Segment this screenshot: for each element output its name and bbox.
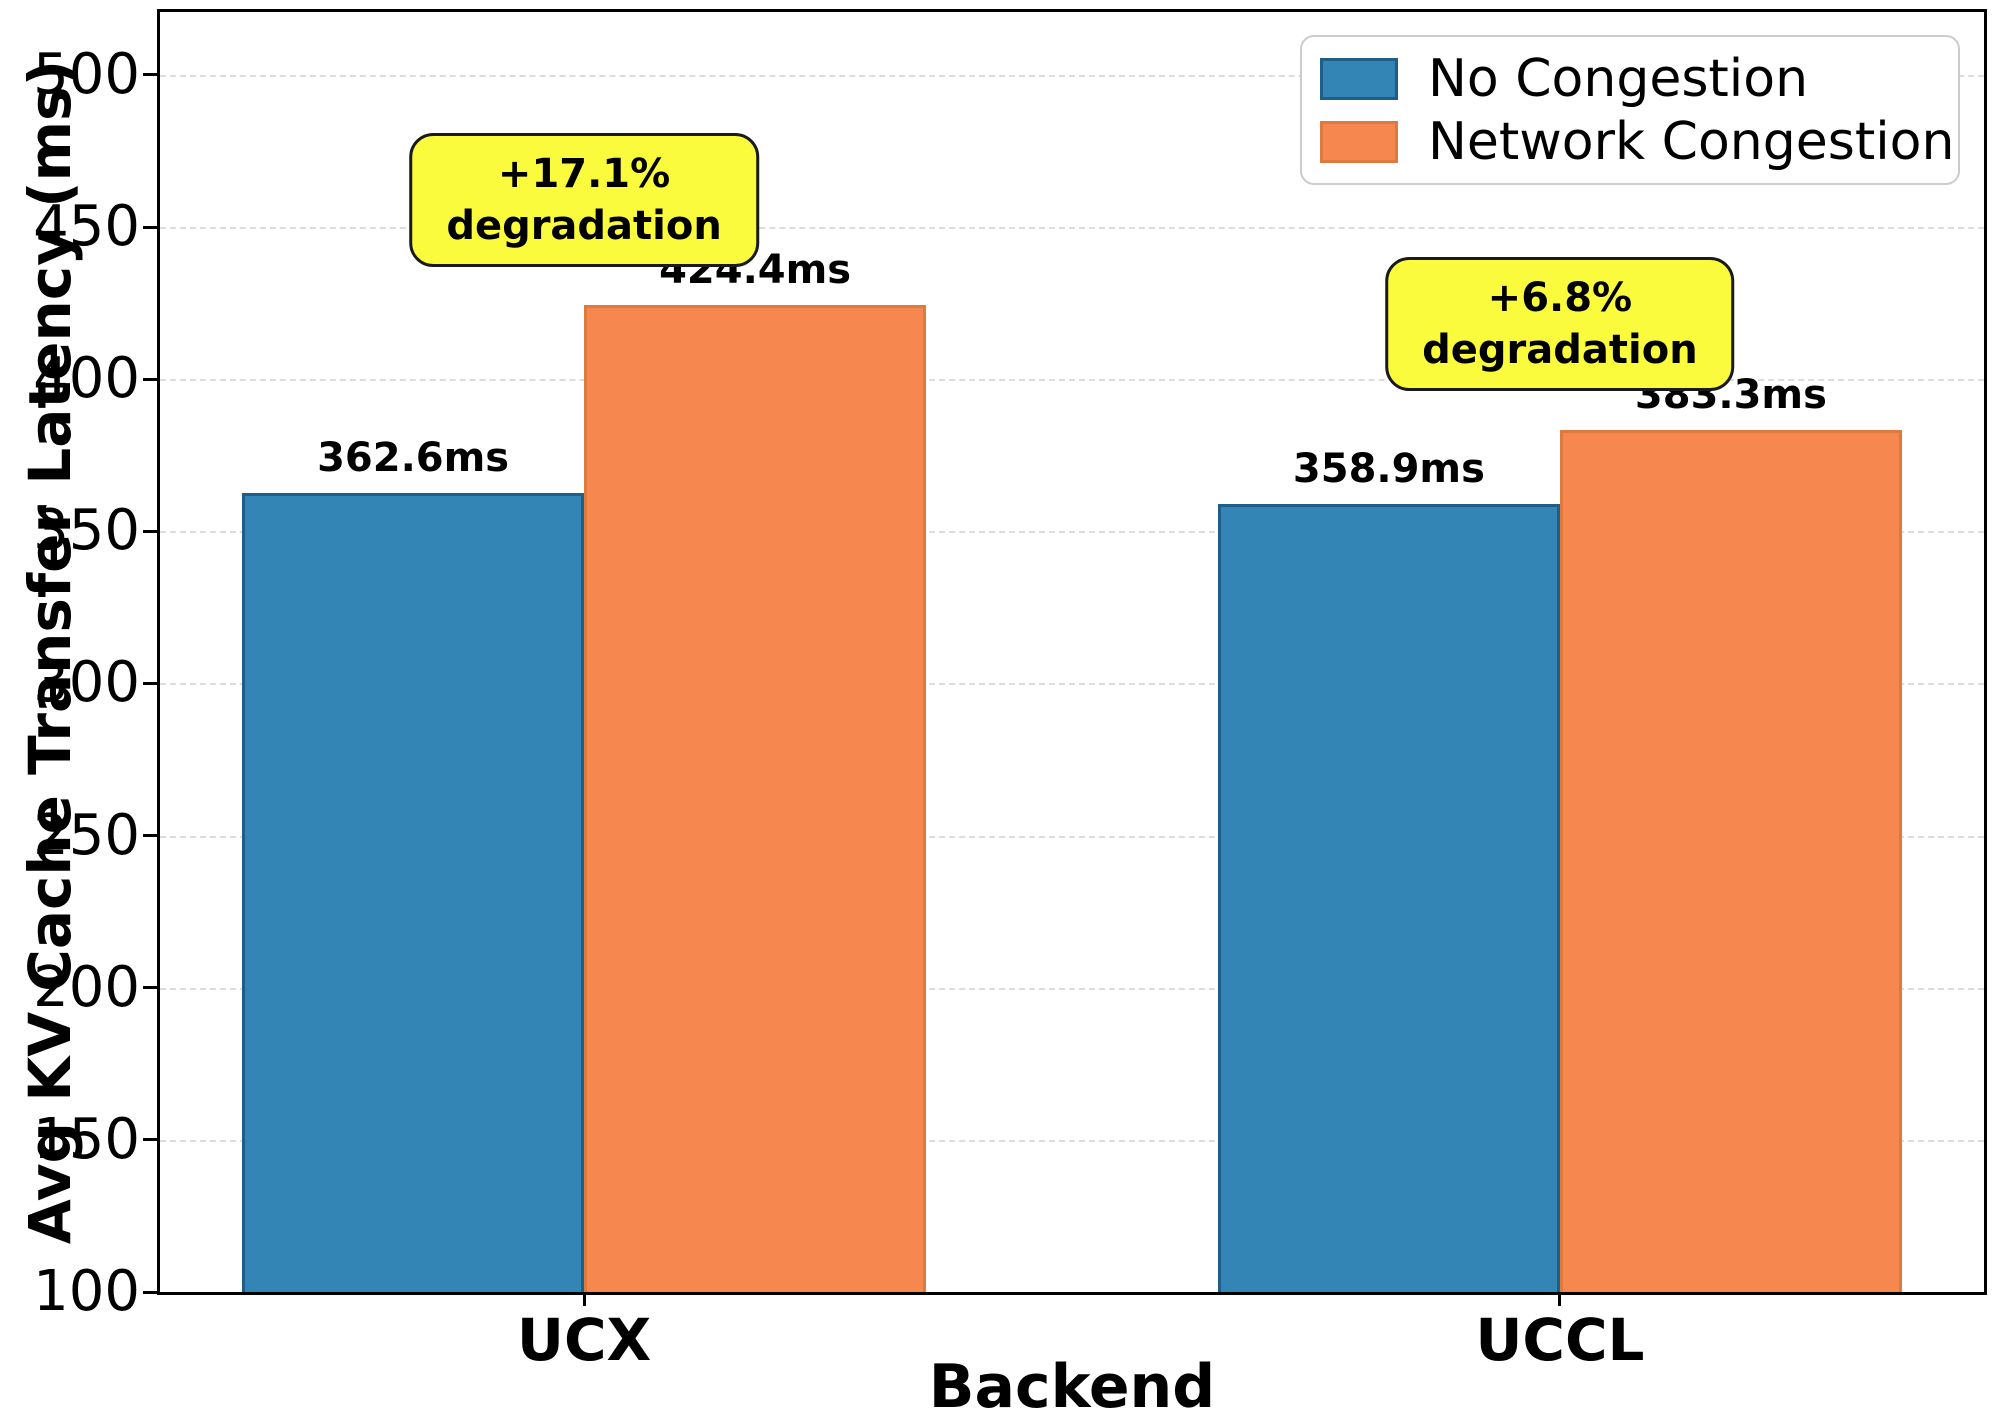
gridline-300 xyxy=(160,683,1984,686)
y-tick-label-500: 500 xyxy=(33,41,140,107)
gridline-150 xyxy=(160,1139,1984,1142)
gridline-350 xyxy=(160,531,1984,534)
y-tick-label-450: 450 xyxy=(33,194,140,260)
annotation-line-0: +6.8% xyxy=(1487,275,1633,322)
y-tick-mark-400 xyxy=(143,377,159,381)
bar-ucx-no-congestion xyxy=(242,493,585,1292)
y-tick-mark-200 xyxy=(143,986,159,990)
y-tick-label-100: 100 xyxy=(33,1259,140,1324)
y-tick-label-150: 150 xyxy=(33,1106,140,1172)
legend-label-0: No Congestion xyxy=(1428,48,1809,109)
x-axis-label: Backend xyxy=(928,1352,1216,1422)
y-tick-mark-350 xyxy=(143,529,159,533)
annotation-degradation-uccl: +6.8% degradation xyxy=(1385,257,1735,392)
bar-uccl-network-congestion xyxy=(1559,430,1902,1292)
annotation-line-0: +17.1% xyxy=(497,150,671,197)
x-tick-label-uccl: UCCL xyxy=(1475,1306,1645,1374)
legend: No Congestion Network Congestion xyxy=(1300,35,1960,185)
gridline-400 xyxy=(160,379,1984,382)
y-tick-mark-450 xyxy=(143,225,159,229)
y-tick-label-300: 300 xyxy=(33,650,140,716)
y-tick-label-250: 250 xyxy=(33,802,140,868)
annotation-degradation-ucx: +17.1% degradation xyxy=(409,132,759,267)
y-tick-label-350: 350 xyxy=(33,498,140,564)
gridline-500 xyxy=(160,74,1984,77)
bar-value-label-uccl-0: 358.9ms xyxy=(1292,446,1485,493)
x-tick-mark-uccl xyxy=(1558,1292,1562,1306)
x-tick-label-ucx: UCX xyxy=(516,1306,652,1374)
bar-uccl-no-congestion xyxy=(1217,504,1560,1292)
legend-item-no-congestion: No Congestion xyxy=(1320,49,1958,109)
legend-swatch-0 xyxy=(1320,57,1398,100)
gridline-450 xyxy=(160,227,1984,230)
plot-area: 362.6ms 358.9ms 424.4ms 383.3ms xyxy=(157,9,1987,1295)
x-tick-mark-ucx xyxy=(582,1292,586,1306)
gridline-250 xyxy=(160,835,1984,838)
bar-ucx-network-congestion xyxy=(584,304,927,1292)
y-tick-mark-300 xyxy=(143,681,159,685)
y-tick-mark-150 xyxy=(143,1138,159,1142)
legend-item-network-congestion: Network Congestion xyxy=(1320,112,1958,172)
y-tick-label-200: 200 xyxy=(33,954,140,1020)
legend-label-1: Network Congestion xyxy=(1428,111,1955,172)
y-tick-mark-100 xyxy=(143,1290,159,1294)
legend-swatch-1 xyxy=(1320,120,1398,163)
y-tick-label-400: 400 xyxy=(33,346,140,412)
y-tick-mark-500 xyxy=(143,73,159,77)
gridline-200 xyxy=(160,987,1984,990)
bar-value-label-ucx-0: 362.6ms xyxy=(317,435,510,482)
annotation-line-1: degradation xyxy=(446,202,722,249)
annotation-line-1: degradation xyxy=(1422,327,1698,374)
y-tick-mark-250 xyxy=(143,834,159,838)
